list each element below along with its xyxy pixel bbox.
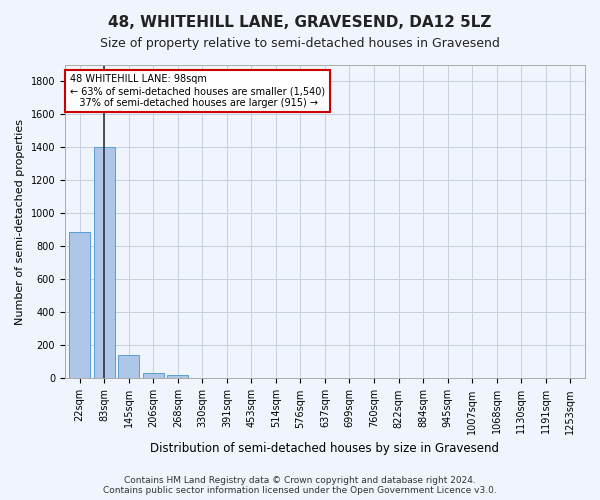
Bar <box>94 148 115 378</box>
Text: 48, WHITEHILL LANE, GRAVESEND, DA12 5LZ: 48, WHITEHILL LANE, GRAVESEND, DA12 5LZ <box>109 15 491 30</box>
Text: Contains HM Land Registry data © Crown copyright and database right 2024.
Contai: Contains HM Land Registry data © Crown c… <box>103 476 497 495</box>
Text: 48 WHITEHILL LANE: 98sqm
← 63% of semi-detached houses are smaller (1,540)
   37: 48 WHITEHILL LANE: 98sqm ← 63% of semi-d… <box>70 74 325 108</box>
Bar <box>143 372 164 378</box>
Bar <box>167 375 188 378</box>
Bar <box>69 232 90 378</box>
Text: Size of property relative to semi-detached houses in Gravesend: Size of property relative to semi-detach… <box>100 38 500 51</box>
Bar <box>118 356 139 378</box>
X-axis label: Distribution of semi-detached houses by size in Gravesend: Distribution of semi-detached houses by … <box>151 442 499 455</box>
Y-axis label: Number of semi-detached properties: Number of semi-detached properties <box>15 118 25 324</box>
